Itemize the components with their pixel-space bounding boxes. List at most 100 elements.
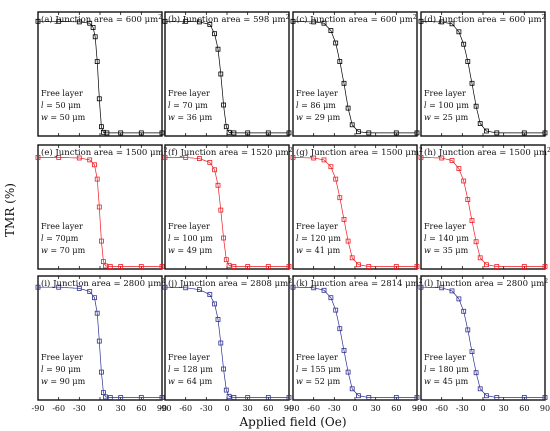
- data-point: [99, 238, 104, 244]
- panel-label: (b) Junction area = 598 μm2: [168, 14, 290, 25]
- free-layer-label: Free layer: [41, 89, 83, 98]
- x-tick-label: -60: [179, 404, 192, 413]
- data-point: [159, 264, 165, 269]
- x-tick-label: 0: [97, 404, 102, 413]
- length-label: l = 100 μm: [168, 234, 213, 243]
- data-point: [521, 395, 527, 400]
- data-point: [418, 18, 424, 24]
- data-point: [345, 105, 351, 111]
- data-point: [196, 19, 202, 25]
- data-point: [290, 154, 296, 160]
- width-label: w = 70 μm: [41, 246, 86, 255]
- length-label: l = 86 μm: [296, 101, 336, 110]
- data-point: [223, 257, 229, 263]
- data-point: [245, 264, 251, 269]
- data-point: [465, 327, 471, 333]
- data-point: [469, 349, 475, 355]
- data-point: [449, 21, 455, 27]
- x-tick-label: 0: [480, 404, 485, 413]
- data-point: [138, 130, 144, 136]
- panel-label: (j) Junction area = 2808 μm2: [168, 278, 292, 289]
- data-point: [355, 129, 361, 135]
- data-point: [265, 130, 271, 136]
- data-point: [328, 295, 334, 301]
- data-point: [104, 130, 110, 136]
- panel-a: (a) Junction area = 600 μm2 Free layer l =…: [35, 11, 165, 137]
- data-point: [366, 130, 372, 136]
- data-point: [311, 285, 317, 291]
- width-label: w = 64 μm: [168, 377, 213, 386]
- data-point: [456, 29, 462, 35]
- free-layer-label: Free layer: [424, 89, 466, 98]
- data-point: [311, 155, 317, 161]
- data-point: [35, 18, 41, 24]
- x-tick-label: 90: [157, 404, 167, 413]
- data-point: [337, 59, 343, 64]
- data-point: [483, 393, 489, 399]
- data-point: [494, 130, 500, 136]
- data-point: [96, 96, 102, 102]
- x-tick-label: -90: [287, 404, 300, 413]
- x-tick-label: -90: [32, 404, 45, 413]
- panel-j: -90 -60 -30 0 30 60 90 (j) Junction area = 2808…: [159, 275, 294, 413]
- data-point: [90, 25, 96, 30]
- data-point: [439, 155, 445, 161]
- data-point: [92, 162, 97, 168]
- data-point: [439, 285, 445, 291]
- free-layer-label: Free layer: [424, 353, 466, 362]
- length-label: l = 90 μm: [41, 365, 81, 374]
- data-point: [245, 395, 251, 400]
- data-point: [418, 284, 424, 290]
- data-point: [94, 310, 100, 316]
- data-point: [56, 18, 62, 24]
- data-point: [483, 262, 489, 268]
- data-point: [76, 19, 82, 25]
- data-point: [183, 18, 189, 24]
- x-tick-label: -30: [73, 404, 86, 413]
- free-layer-label: Free layer: [296, 222, 338, 231]
- x-tick-label: -90: [415, 404, 428, 413]
- free-layer-label: Free layer: [41, 353, 83, 362]
- data-point: [461, 308, 467, 314]
- data-point: [494, 264, 500, 269]
- panel-d: (d) Junction area = 600 μm2 Free layer l =…: [418, 11, 548, 137]
- data-point: [321, 157, 327, 163]
- data-point: [456, 296, 462, 302]
- data-point: [103, 263, 108, 269]
- tmr-curve: [420, 20, 545, 134]
- x-tick-label: -60: [52, 404, 65, 413]
- panel-i: -90 -60 -30 0 30 60 90 (i) Junction area = 2800…: [32, 275, 167, 413]
- data-point: [465, 197, 471, 203]
- width-label: w = 36 μm: [168, 113, 213, 122]
- data-point: [337, 195, 343, 201]
- panel-label: (k) Junction area = 2814 μm2: [296, 278, 423, 289]
- width-label: w = 25 μm: [424, 113, 469, 122]
- y-axis-label: TMR (%): [3, 183, 17, 237]
- data-point: [94, 176, 100, 182]
- data-point: [207, 159, 213, 165]
- data-point: [92, 295, 97, 301]
- data-point: [473, 370, 479, 376]
- panel-e: (e) Junction area = 1500 μm2 Free layer l …: [35, 144, 168, 270]
- data-point: [461, 41, 467, 47]
- data-point: [286, 264, 292, 269]
- data-point: [215, 316, 221, 322]
- panel-c: (c) Junction area = 600 μm2 Free layer l =…: [290, 11, 420, 137]
- data-point: [196, 156, 202, 162]
- data-point: [328, 28, 334, 34]
- data-point: [321, 287, 327, 293]
- tmr-curve: [293, 286, 417, 398]
- data-point: [231, 130, 237, 136]
- data-point: [87, 157, 93, 163]
- data-point: [542, 264, 548, 269]
- data-point: [345, 369, 351, 375]
- tmr-curve: [421, 286, 545, 398]
- panel-l: -90 -60 -30 0 30 60 90 (l) Junction area = 2800…: [415, 275, 550, 413]
- data-point: [118, 130, 124, 136]
- x-tick-label: 60: [519, 404, 529, 413]
- data-point: [226, 262, 232, 268]
- x-tick-label: 90: [540, 404, 550, 413]
- panel-label: (g) Junction area = 1500 μm2: [296, 147, 423, 158]
- tmr-curve: [292, 20, 417, 134]
- data-point: [349, 386, 355, 392]
